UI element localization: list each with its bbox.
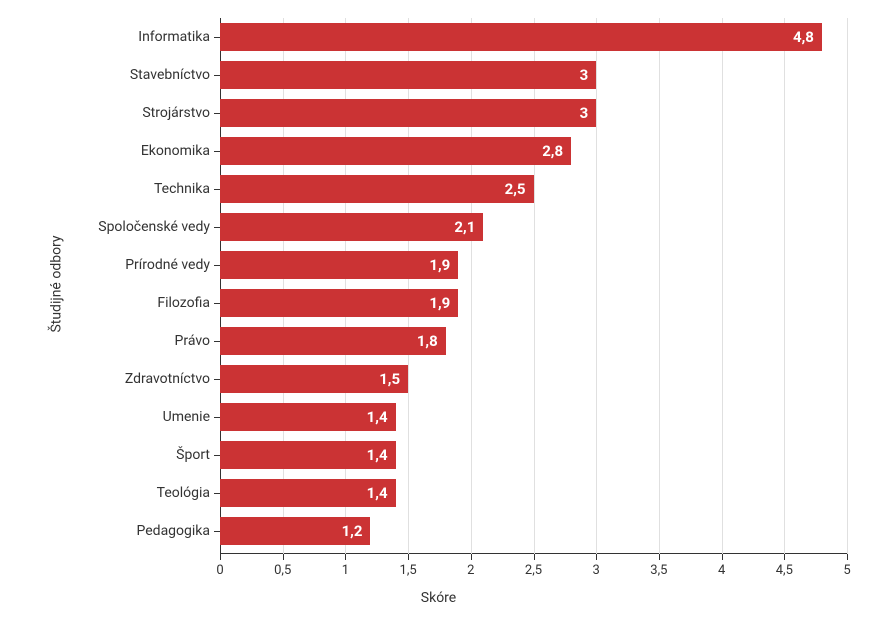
category-label: Teológia bbox=[157, 485, 220, 501]
bar-value-label: 1,4 bbox=[367, 484, 388, 502]
bar-value-label: 1,8 bbox=[417, 332, 438, 350]
bar: 2,5 bbox=[220, 175, 534, 203]
category-label: Pedagogika bbox=[137, 523, 221, 539]
plot-area: 00,511,522,533,544,55Informatika4,8Stave… bbox=[220, 18, 847, 554]
category-label: Strojárstvo bbox=[142, 105, 220, 121]
bar-value-label: 2,1 bbox=[454, 218, 475, 236]
x-tick-mark bbox=[534, 554, 535, 560]
bar: 1,4 bbox=[220, 403, 396, 431]
x-axis-title: Skóre bbox=[421, 590, 456, 618]
x-tick-label: 2 bbox=[467, 563, 474, 578]
x-tick-mark bbox=[283, 554, 284, 560]
gridline bbox=[659, 18, 660, 554]
bar: 1,4 bbox=[220, 441, 396, 469]
gridline bbox=[596, 18, 597, 554]
x-tick-mark bbox=[471, 554, 472, 560]
x-tick-mark bbox=[345, 554, 346, 560]
bar: 2,8 bbox=[220, 137, 571, 165]
x-tick-label: 1 bbox=[342, 563, 349, 578]
x-tick-mark bbox=[784, 554, 785, 560]
bar: 1,9 bbox=[220, 289, 458, 317]
bar-value-label: 2,8 bbox=[542, 142, 563, 160]
bar-value-label: 1,2 bbox=[342, 522, 363, 540]
bar: 2,1 bbox=[220, 213, 483, 241]
category-label: Technika bbox=[154, 181, 220, 197]
category-label: Ekonomika bbox=[141, 143, 220, 159]
x-tick-label: 4 bbox=[718, 563, 725, 578]
category-label: Prírodné vedy bbox=[125, 257, 220, 273]
category-label: Spoločenské vedy bbox=[98, 219, 220, 235]
bar-value-label: 1,5 bbox=[379, 370, 400, 388]
category-label: Stavebníctvo bbox=[130, 67, 220, 83]
gridline bbox=[722, 18, 723, 554]
bar-value-label: 3 bbox=[580, 66, 589, 84]
chart-container: Študijné odbory 0 0,5 1 1,5 2 2,5 3 3,5 4 4,5 5 Inf… bbox=[0, 0, 877, 624]
bar: 3 bbox=[220, 99, 596, 127]
x-tick-mark bbox=[220, 554, 221, 560]
category-label: Filozofia bbox=[157, 295, 220, 311]
x-tick-mark bbox=[722, 554, 723, 560]
x-tick-label: 5 bbox=[843, 563, 850, 578]
x-tick-label: 4,5 bbox=[776, 563, 793, 578]
x-tick-mark bbox=[659, 554, 660, 560]
x-tick-label: 2,5 bbox=[525, 563, 542, 578]
gridline bbox=[784, 18, 785, 554]
bar: 1,8 bbox=[220, 327, 446, 355]
bar: 3 bbox=[220, 61, 596, 89]
x-tick-mark bbox=[408, 554, 409, 560]
bar-value-label: 3 bbox=[580, 104, 589, 122]
category-label: Šport bbox=[176, 447, 220, 463]
bar: 1,5 bbox=[220, 365, 408, 393]
bar-value-label: 1,9 bbox=[429, 256, 450, 274]
bar-value-label: 1,4 bbox=[367, 408, 388, 426]
category-label: Zdravotníctvo bbox=[125, 371, 220, 387]
gridline bbox=[847, 18, 848, 554]
bar-value-label: 1,4 bbox=[367, 446, 388, 464]
x-tick-label: 3 bbox=[593, 563, 600, 578]
x-tick-label: 0,5 bbox=[274, 563, 291, 578]
bar-value-label: 1,9 bbox=[429, 294, 450, 312]
bar: 4,8 bbox=[220, 23, 822, 51]
x-tick-mark bbox=[596, 554, 597, 560]
bar: 1,4 bbox=[220, 479, 396, 507]
x-tick-label: 0 bbox=[216, 563, 223, 578]
x-tick-mark bbox=[847, 554, 848, 560]
bar-value-label: 4,8 bbox=[793, 28, 814, 46]
bar-value-label: 2,5 bbox=[505, 180, 526, 198]
category-label: Právo bbox=[175, 333, 220, 349]
bar: 1,9 bbox=[220, 251, 458, 279]
y-axis-title: Študijné odbory bbox=[49, 235, 65, 332]
bar: 1,2 bbox=[220, 517, 370, 545]
x-tick-label: 3,5 bbox=[650, 563, 667, 578]
category-label: Informatika bbox=[138, 29, 220, 45]
category-label: Umenie bbox=[163, 409, 220, 425]
x-tick-label: 1,5 bbox=[400, 563, 417, 578]
